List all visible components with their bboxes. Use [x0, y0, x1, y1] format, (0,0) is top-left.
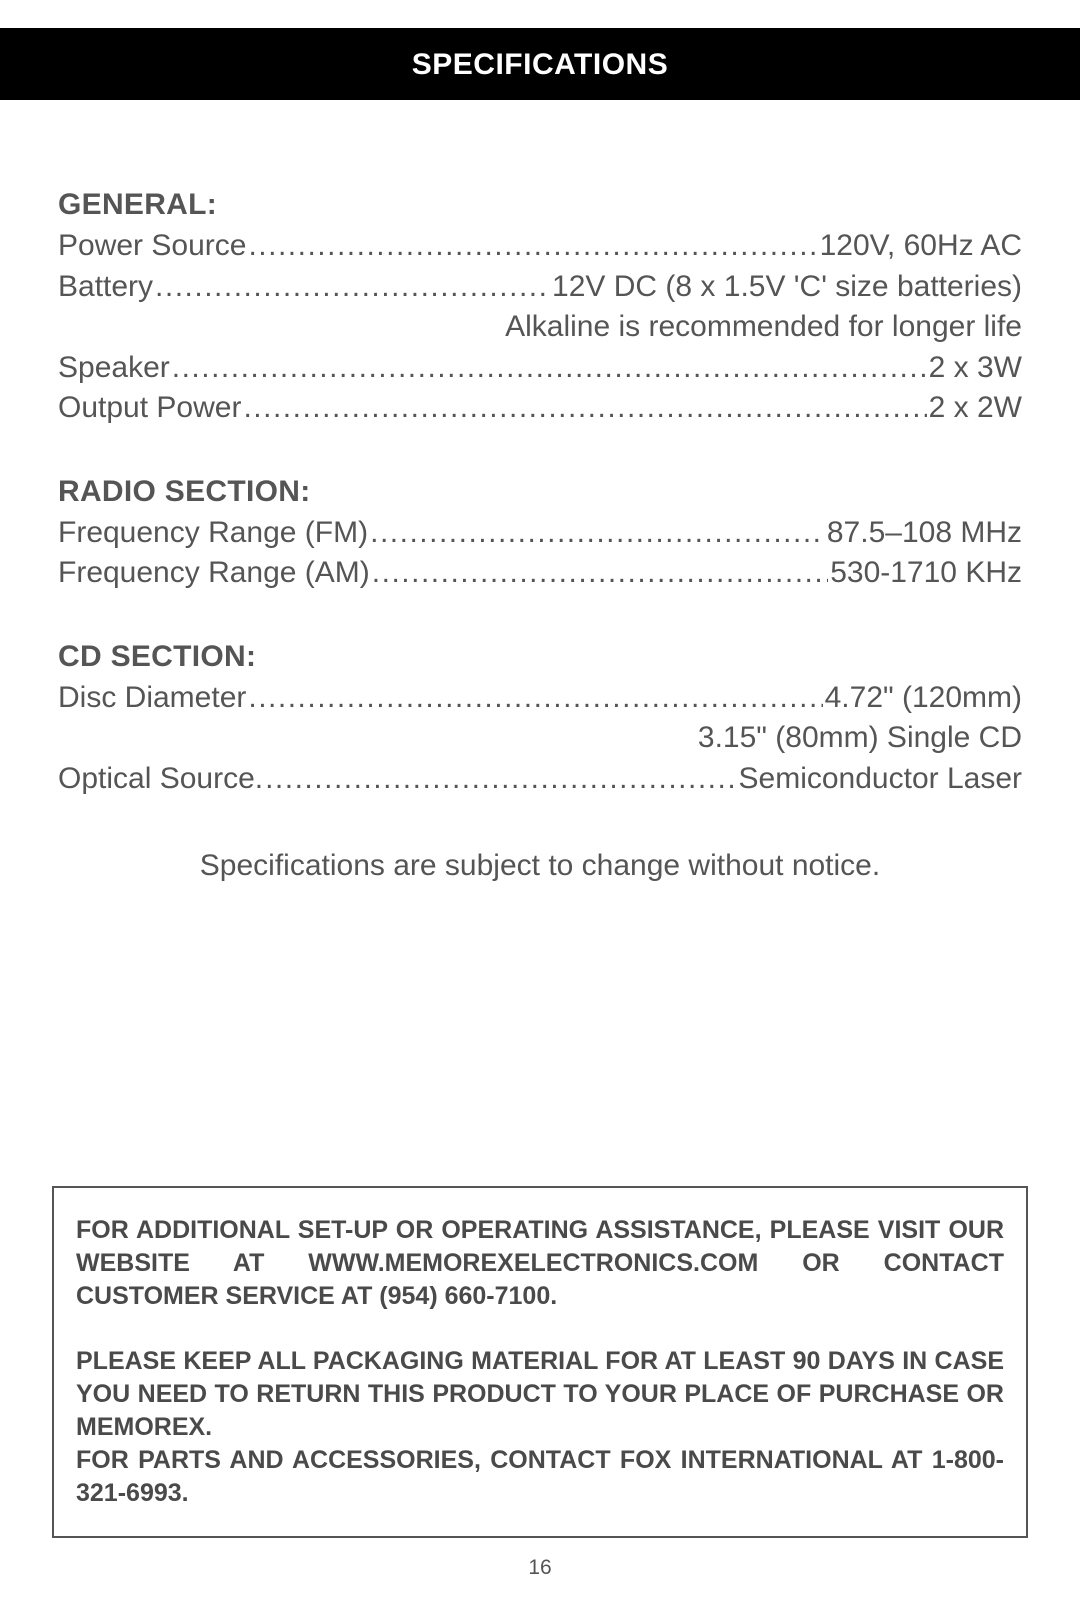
header-title: SPECIFICATIONS	[412, 48, 668, 81]
spec-label: Power Source	[58, 226, 246, 267]
spec-row: Optical Source. Semiconductor Laser	[58, 759, 1022, 800]
spec-row: Output Power 2 x 2W	[58, 388, 1022, 429]
leader-dots	[172, 348, 927, 389]
spec-note: Alkaline is recommended for longer life	[58, 307, 1022, 348]
spec-row: Power Source 120V, 60Hz AC	[58, 226, 1022, 267]
leader-dots	[372, 553, 828, 594]
change-notice: Specifications are subject to change wit…	[58, 849, 1022, 883]
leader-dots	[243, 388, 926, 429]
section-heading-radio: RADIO SECTION:	[58, 475, 1022, 509]
info-box: FOR ADDITIONAL SET-UP OR OPERATING ASSIS…	[52, 1186, 1028, 1538]
leader-dots	[265, 759, 736, 800]
spec-row: Battery 12V DC (8 x 1.5V 'C' size batter…	[58, 267, 1022, 308]
spec-label: Output Power	[58, 388, 241, 429]
info-box-para2a: PLEASE KEEP ALL PACKAGING MATERIAL FOR A…	[76, 1345, 1004, 1444]
leader-dots	[248, 226, 817, 267]
spec-row: Frequency Range (AM) 530-1710 KHz	[58, 553, 1022, 594]
spec-value: 2 x 2W	[929, 388, 1022, 429]
section-heading-cd: CD SECTION:	[58, 640, 1022, 674]
spec-row: Speaker 2 x 3W	[58, 348, 1022, 389]
spec-value: 4.72" (120mm)	[825, 678, 1022, 719]
spec-value: 530-1710 KHz	[830, 553, 1022, 594]
spec-label: Frequency Range (FM)	[58, 513, 368, 554]
spec-value: 87.5–108 MHz	[827, 513, 1022, 554]
page-number: 16	[0, 1556, 1080, 1580]
leader-dots	[370, 513, 825, 554]
spec-value: Semiconductor Laser	[739, 759, 1022, 800]
spec-value: 12V DC (8 x 1.5V 'C' size batteries)	[552, 267, 1022, 308]
spec-label: Frequency Range (AM)	[58, 553, 370, 594]
content-area: GENERAL: Power Source 120V, 60Hz AC Batt…	[0, 100, 1080, 883]
spec-row: Disc Diameter 4.72" (120mm)	[58, 678, 1022, 719]
spec-note: 3.15" (80mm) Single CD	[58, 718, 1022, 759]
spec-label: Battery	[58, 267, 153, 308]
info-box-para1: FOR ADDITIONAL SET-UP OR OPERATING ASSIS…	[76, 1214, 1004, 1313]
header-band: SPECIFICATIONS	[0, 28, 1080, 100]
spec-value: 2 x 3W	[929, 348, 1022, 389]
spec-label: Speaker	[58, 348, 170, 389]
leader-dots	[248, 678, 822, 719]
spec-label: Disc Diameter	[58, 678, 246, 719]
spec-row: Frequency Range (FM) 87.5–108 MHz	[58, 513, 1022, 554]
spec-value: 120V, 60Hz AC	[820, 226, 1022, 267]
section-heading-general: GENERAL:	[58, 188, 1022, 222]
info-box-para2b: FOR PARTS AND ACCESSORIES, CONTACT FOX I…	[76, 1444, 1004, 1510]
leader-dots	[155, 267, 550, 308]
spec-label: Optical Source.	[58, 759, 263, 800]
